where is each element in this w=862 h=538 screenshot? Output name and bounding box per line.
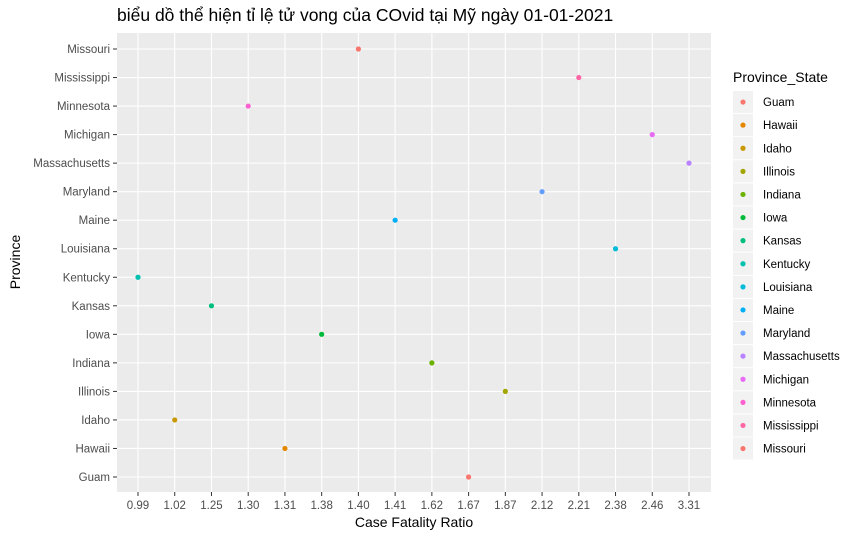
point-mississippi	[576, 74, 582, 81]
legend-swatch	[740, 376, 746, 382]
legend-label: Hawaii	[763, 120, 798, 132]
legend-swatch	[740, 191, 746, 198]
legend-label: Kentucky	[763, 259, 811, 271]
x-tick-label: 1.41	[384, 500, 406, 512]
x-tick-label: 2.38	[604, 500, 626, 512]
legend-swatch	[740, 168, 746, 174]
legend-swatch	[740, 99, 746, 105]
legend-label: Michigan	[763, 374, 809, 386]
point-massachusetts	[686, 160, 692, 166]
y-axis-title: Province	[7, 235, 23, 290]
y-tick-label: Missouri	[67, 44, 110, 56]
legend-swatch	[740, 284, 746, 290]
point-iowa	[319, 331, 325, 337]
point-kansas	[208, 303, 215, 309]
x-tick-label: 2.12	[531, 500, 553, 512]
y-tick-label: Maine	[79, 215, 110, 227]
point-michigan	[649, 132, 655, 138]
legend-label: Illinois	[763, 166, 795, 178]
legend-label: Louisiana	[763, 282, 813, 294]
y-tick-label: Indiana	[72, 358, 110, 370]
legend: Province_State Guam Hawaii Idaho Illinois In…	[733, 69, 840, 460]
x-tick-label: 2.21	[568, 500, 590, 512]
x-tick-label: 1.25	[200, 500, 222, 512]
point-illinois	[502, 388, 508, 394]
plot-panel	[117, 33, 711, 492]
legend-swatch	[740, 330, 746, 336]
chart-title: biểu dồ thể hiện tỉ lệ tử vong của COvid…	[117, 5, 614, 25]
y-tick-label: Minnesota	[57, 101, 111, 113]
legend-swatch	[740, 261, 746, 267]
x-tick-label: 1.62	[421, 500, 443, 512]
y-tick-label: Idaho	[81, 415, 110, 427]
y-tick-label: Iowa	[86, 329, 111, 341]
legend-label: Indiana	[763, 189, 801, 201]
y-tick-label: Kentucky	[63, 272, 111, 284]
point-maine	[392, 217, 398, 223]
x-tick-label: 1.30	[237, 500, 259, 512]
x-tick-label: 1.40	[347, 500, 369, 512]
legend-label: Kansas	[763, 236, 802, 248]
y-tick-label: Guam	[79, 472, 110, 484]
legend-label: Missouri	[763, 444, 806, 456]
point-minnesota	[245, 103, 251, 109]
y-tick-label: Hawaii	[75, 443, 110, 455]
legend-swatch	[740, 445, 746, 452]
y-tick-label: Louisiana	[61, 244, 111, 256]
y-tick-label: Illinois	[78, 386, 110, 398]
legend-swatch	[740, 122, 746, 128]
y-tick-label: Mississippi	[54, 73, 110, 85]
legend-label: Guam	[763, 97, 794, 109]
x-tick-label: 1.67	[457, 500, 479, 512]
legend-swatch	[740, 307, 746, 313]
legend-swatch	[740, 238, 746, 244]
legend-swatch	[740, 399, 746, 405]
x-axis-ticks: 0.99 1.02 1.25 1.30 1.31 1.38 1.40 1.41 1.62 1.67…	[127, 492, 700, 512]
legend-label: Maine	[763, 305, 794, 317]
legend-items: Guam Hawaii Idaho Illinois Indiana Iowa Kansas…	[733, 91, 840, 460]
legend-title: Province_State	[733, 69, 828, 85]
y-tick-label: Kansas	[72, 301, 111, 313]
point-louisiana	[612, 246, 619, 252]
data-points	[135, 46, 692, 480]
y-axis-ticks: Guam Hawaii Idaho Illinois Indiana Iowa Kansas…	[33, 44, 117, 484]
legend-label: Maryland	[763, 328, 810, 340]
x-tick-label: 1.31	[274, 500, 296, 512]
y-tick-label: Michigan	[64, 130, 110, 142]
legend-label: Iowa	[763, 213, 788, 225]
x-tick-label: 1.38	[310, 500, 332, 512]
legend-label: Mississippi	[763, 420, 819, 432]
legend-label: Minnesota	[763, 397, 817, 409]
legend-swatch	[740, 214, 746, 221]
legend-label: Idaho	[763, 143, 792, 155]
y-tick-label: Massachusetts	[33, 158, 110, 170]
point-maryland	[539, 189, 545, 195]
x-axis-title: Case Fatality Ratio	[355, 514, 473, 530]
legend-swatch	[740, 145, 746, 151]
x-tick-label: 2.46	[641, 500, 663, 512]
point-idaho	[172, 417, 178, 423]
point-indiana	[429, 360, 435, 366]
point-missouri	[355, 46, 361, 52]
legend-label: Massachusetts	[763, 351, 840, 363]
y-tick-label: Maryland	[63, 187, 110, 199]
x-tick-label: 1.02	[164, 500, 186, 512]
point-kentucky	[135, 274, 141, 280]
point-guam	[466, 474, 472, 480]
legend-swatch	[740, 353, 746, 359]
point-hawaii	[282, 445, 288, 452]
x-tick-label: 3.31	[678, 500, 700, 512]
grid-lines	[117, 33, 711, 492]
x-tick-label: 1.87	[494, 500, 516, 512]
x-tick-label: 0.99	[127, 500, 149, 512]
legend-swatch	[740, 422, 746, 429]
